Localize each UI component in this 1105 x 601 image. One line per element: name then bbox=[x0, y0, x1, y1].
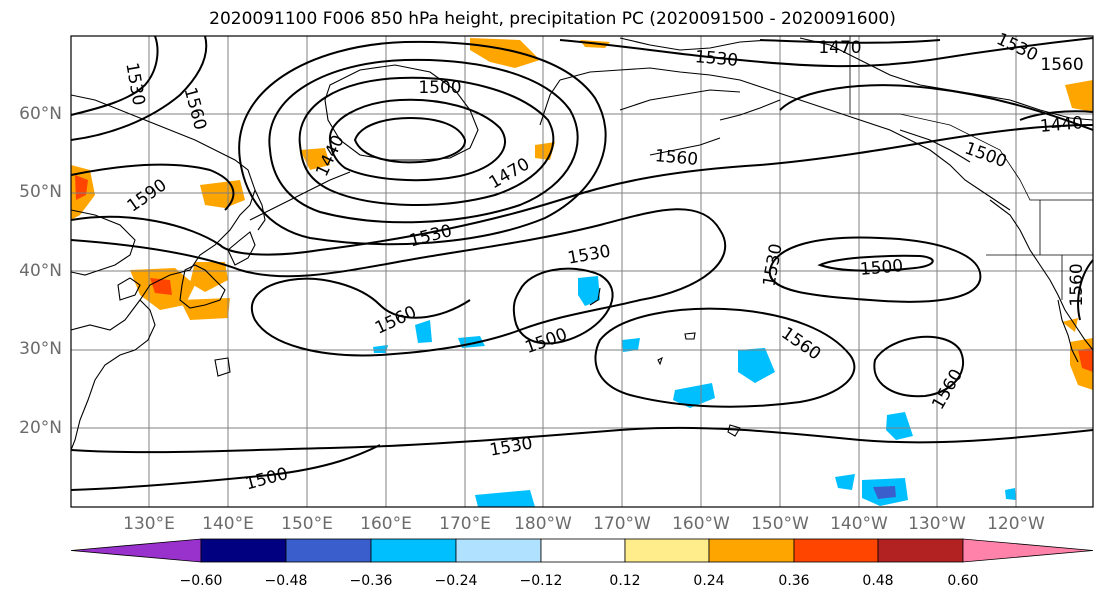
contour-label: 1530 bbox=[694, 47, 739, 71]
contour-label: 1560 bbox=[372, 302, 420, 338]
political-borders bbox=[849, 36, 1093, 300]
lon-label: 140°W bbox=[830, 514, 888, 534]
lon-label: 180°W bbox=[514, 514, 572, 534]
contour-label: 1560 bbox=[180, 85, 211, 132]
contour-label: 1590 bbox=[124, 175, 171, 216]
contour-label: 1530 bbox=[566, 241, 612, 268]
contour-label: 1500 bbox=[523, 325, 570, 359]
colorbar-tick-label: −0.12 bbox=[519, 573, 563, 589]
contour-labels: 1530 1560 1500 1440 1470 1590 1530 1560 … bbox=[121, 29, 1087, 494]
lon-label: 150°E bbox=[281, 514, 333, 534]
lat-label: 30°N bbox=[19, 339, 62, 359]
colorbar-tick-label: −0.60 bbox=[179, 573, 223, 589]
lon-label: 160°W bbox=[672, 514, 730, 534]
contour-label: 1470 bbox=[818, 38, 861, 58]
lon-label: 130°E bbox=[123, 514, 175, 534]
contour-label: 1530 bbox=[993, 29, 1041, 65]
lat-label: 50°N bbox=[19, 182, 62, 202]
colorbar-tick-label: 0.36 bbox=[778, 573, 810, 589]
contour-label: 1530 bbox=[407, 221, 454, 252]
colorbar-tick-label: 0.60 bbox=[947, 573, 979, 589]
lat-label: 40°N bbox=[19, 261, 62, 281]
colorbar bbox=[70, 538, 1094, 563]
height-contours bbox=[71, 36, 1093, 491]
contour-label: 1560 bbox=[1040, 55, 1083, 75]
lat-label: 20°N bbox=[19, 418, 62, 438]
contour-label: 1500 bbox=[418, 78, 461, 98]
contour-label: 1500 bbox=[859, 256, 904, 280]
colorbar-tick-label: −0.24 bbox=[434, 573, 478, 589]
colorbar-tick-label: 0.24 bbox=[693, 573, 725, 589]
contour-label: 1440 bbox=[1039, 113, 1084, 137]
colorbar-tick-label: −0.48 bbox=[264, 573, 308, 589]
contour-label: 1530 bbox=[759, 242, 786, 288]
contour-label: 1470 bbox=[486, 154, 533, 193]
colorbar-tick-label: −0.36 bbox=[349, 573, 393, 589]
lon-label: 170°E bbox=[439, 514, 491, 534]
contour-label: 1560 bbox=[928, 366, 967, 413]
lon-label: 160°E bbox=[360, 514, 412, 534]
lon-label: 150°W bbox=[751, 514, 809, 534]
lon-label: 120°W bbox=[987, 514, 1045, 534]
contour-label: 1560 bbox=[654, 146, 699, 170]
contour-label: 1530 bbox=[121, 61, 148, 107]
contour-label: 1500 bbox=[243, 464, 290, 495]
colorbar-tick-label: 0.12 bbox=[609, 573, 641, 589]
contour-label: 1530 bbox=[488, 433, 534, 460]
map-frame bbox=[70, 35, 1094, 508]
precip-anomaly-fills bbox=[71, 38, 1093, 507]
contour-label: 1560 bbox=[1067, 263, 1087, 306]
contour-label: 1500 bbox=[962, 139, 1009, 173]
lon-label: 170°W bbox=[593, 514, 651, 534]
lon-label: 130°W bbox=[908, 514, 966, 534]
graticule bbox=[71, 36, 1093, 507]
lat-label: 60°N bbox=[19, 104, 62, 124]
lon-label: 140°E bbox=[202, 514, 254, 534]
map-title: 2020091100 F006 850 hPa height, precipit… bbox=[209, 9, 896, 29]
colorbar-tick-label: 0.48 bbox=[862, 573, 894, 589]
